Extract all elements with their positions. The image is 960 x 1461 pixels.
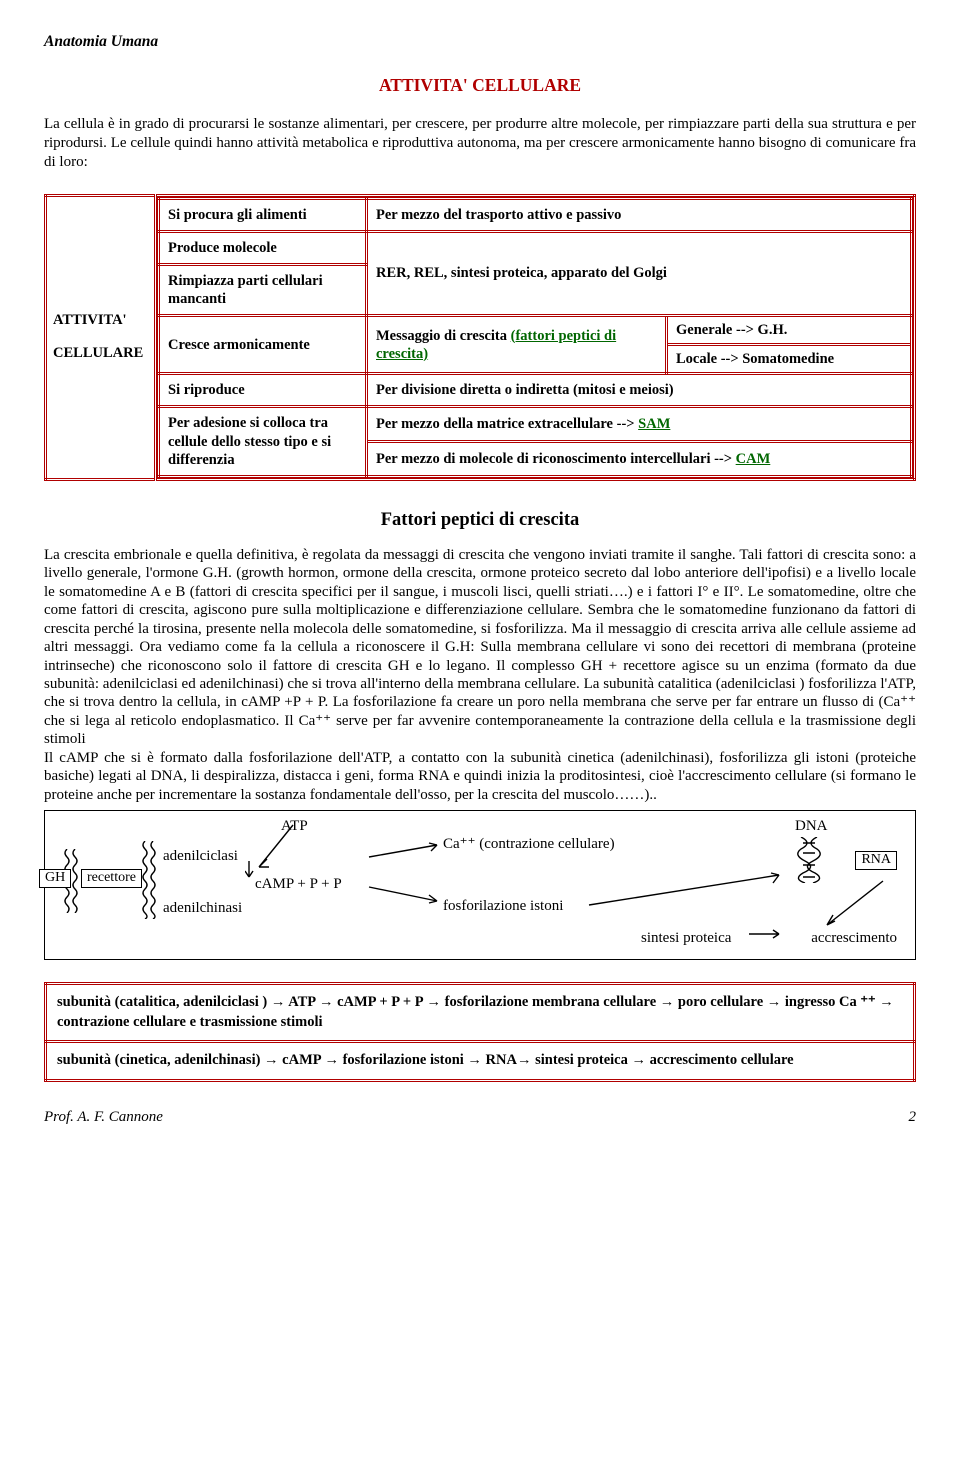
cell-r5c1: Si riproduce [159,374,367,407]
side-label: ATTIVITA' CELLULARE [46,195,156,479]
gh-box: GH [39,869,71,888]
fosforilazione-label: fosforilazione istoni [443,897,563,916]
bottom-row-1: subunità (catalitica, adenilciclasi ) → … [46,984,915,1042]
arrow-icon [365,883,445,907]
cell-r4c1: Cresce armonicamente [159,316,367,374]
cell-r6c2b: Per mezzo di molecole di riconoscimento … [367,442,912,477]
arrow-icon [819,877,889,933]
cam-link[interactable]: CAM [736,451,771,467]
cell-r6c1: Per adesione si colloca tra cellule dell… [159,407,367,476]
arrow-icon [245,857,281,881]
cell-r1c1: Si procura gli alimenti [159,198,367,231]
sam-link[interactable]: SAM [638,416,670,432]
footer-page-number: 2 [909,1108,917,1127]
sub-table: Generale --> G.H. Locale --> Somatomedin… [668,317,910,372]
long-paragraph-2: Il cAMP che si è formato dalla fosforila… [44,749,916,804]
arrow-icon [365,841,445,861]
adenilchinasi-label: adenilchinasi [163,899,242,918]
intro-paragraph: La cellula è in grado di procurarsi le s… [44,115,916,171]
section-heading: Fattori peptici di crescita [44,509,916,532]
adenilciclasi-label: adenilciclasi [163,847,238,866]
cell-r4c3b: Locale --> Somatomedine [668,345,910,373]
footer-author: Prof. A. F. Cannone [44,1108,163,1127]
page-footer: Prof. A. F. Cannone 2 [44,1108,916,1127]
cell-r23c2: RER, REL, sintesi proteica, apparato del… [367,231,912,315]
bottom-table: subunità (catalitica, adenilciclasi ) → … [44,982,916,1082]
activity-table: ATTIVITA' CELLULARE Si procura gli alime… [44,194,916,481]
ca-label: Ca⁺⁺ (contrazione cellulare) [443,835,615,854]
cell-r5c2: Per divisione diretta o indiretta (mitos… [367,374,912,407]
bottom-row-2: subunità (cinetica, adenilchinasi) → cAM… [46,1042,915,1081]
pathway-diagram: GH recettore adenilciclasi adenilchinasi… [44,810,916,960]
arrow-icon [745,927,785,941]
cell-r4c2: Messaggio di crescita (fattori peptici d… [367,316,667,374]
receptor-box: recettore [81,869,142,888]
main-title: ATTIVITA' CELLULARE [44,75,916,97]
dna-icon [797,837,821,883]
cell-r4c2-text: Messaggio di crescita [376,328,511,344]
cell-r6c2a: Per mezzo della matrice extracellulare -… [367,407,912,442]
cell-r1c2: Per mezzo del trasporto attivo e passivo [367,198,912,231]
side-label-1: ATTIVITA' [53,309,148,332]
arrow-icon [585,871,785,911]
dna-label: DNA [795,817,828,836]
long-paragraph-1: La crescita embrionale e quella definiti… [44,546,916,749]
side-label-2: CELLULARE [53,342,148,365]
inner-table: Si procura gli alimenti Per mezzo del tr… [157,197,913,478]
cell-r3c1: Rimpiazza parti cellulari mancanti [159,264,367,315]
rna-box: RNA [855,851,897,870]
cell-r2c1: Produce molecole [159,231,367,264]
cell-r6c2a-text: Per mezzo della matrice extracellulare -… [376,416,638,432]
cell-r4c3a: Generale --> G.H. [668,317,910,345]
sintesi-label: sintesi proteica [641,929,731,948]
cell-r6c2b-text: Per mezzo di molecole di riconoscimento … [376,451,736,467]
page-header: Anatomia Umana [44,32,916,51]
